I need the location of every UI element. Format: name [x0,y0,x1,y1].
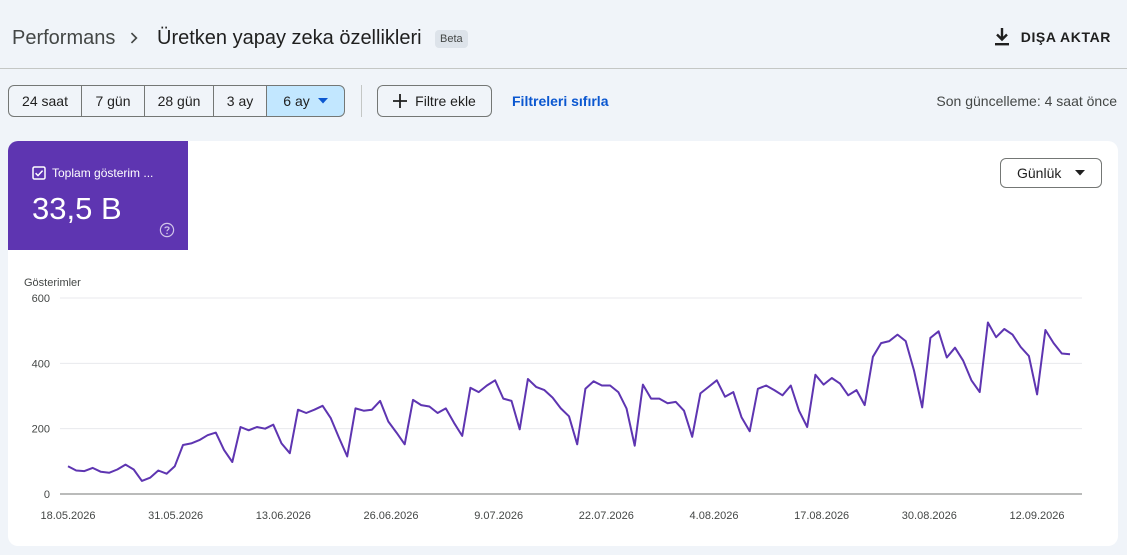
x-tick-label: 31.05.2026 [148,510,203,522]
caret-down-icon [1075,170,1086,176]
reset-filters-link[interactable]: Filtreleri sıfırla [512,93,609,109]
metric-total-impressions[interactable]: Toplam gösterim ... 33,5 B [8,141,188,250]
caret-down-icon [317,98,328,104]
x-tick-label: 4.08.2026 [690,510,739,522]
range-3m-button[interactable]: 3 ay [213,85,267,117]
last-update-text: Son güncelleme: 4 saat önce [936,93,1117,109]
range-label: 24 saat [22,93,68,109]
range-label: 6 ay [283,93,310,109]
x-tick-label: 30.08.2026 [902,510,957,522]
add-filter-button[interactable]: Filtre ekle [377,85,492,117]
range-label: 7 gün [95,93,131,109]
x-tick-label: 22.07.2026 [579,510,634,522]
page-header: Performans Üretken yapay zeka özellikler… [0,0,1127,69]
y-tick-label: 0 [44,489,50,501]
beta-badge: Beta [435,30,468,48]
y-tick-label: 400 [32,358,50,370]
breadcrumb-performance[interactable]: Performans [12,27,116,49]
granularity-value: Günlük [1017,165,1062,181]
metric-label: Toplam gösterim ... [52,166,154,180]
granularity-select[interactable]: Günlük [1000,158,1102,188]
range-28d-button[interactable]: 28 gün [144,85,214,117]
y-axis-title: Gösterimler [24,277,81,289]
page-title: Üretken yapay zeka özellikleri [157,27,422,49]
y-tick-label: 200 [32,424,50,436]
help-icon[interactable] [159,222,175,238]
range-24h-button[interactable]: 24 saat [8,85,82,117]
y-tick-label: 600 [32,293,50,305]
x-tick-label: 26.06.2026 [363,510,418,522]
metric-value: 33,5 B [32,191,122,226]
checkbox-checked-icon[interactable] [32,166,46,180]
plus-icon [393,94,408,108]
x-tick-label: 18.05.2026 [40,510,95,522]
impressions-chart: Gösterimler 0 200 400 600 18.05.2026 31.05.202… [24,277,1082,522]
x-tick-label: 12.09.2026 [1009,510,1064,522]
performance-card: Toplam gösterim ... 33,5 B Günlük Göster… [8,141,1118,546]
date-range-group: 24 saat 7 gün 28 gün 3 ay 6 ay [8,85,345,117]
range-7d-button[interactable]: 7 gün [81,85,145,117]
toolbar-divider [361,85,362,117]
x-tick-label: 17.08.2026 [794,510,849,522]
range-6m-button[interactable]: 6 ay [266,85,345,117]
x-tick-label: 9.07.2026 [474,510,523,522]
x-tick-label: 13.06.2026 [256,510,311,522]
download-icon [994,28,1009,46]
range-label: 28 gün [157,93,201,109]
range-label: 3 ay [226,93,254,109]
impressions-series-line[interactable] [67,321,1071,482]
export-button[interactable]: DIŞA AKTAR [993,26,1111,48]
chevron-right-icon [130,32,138,44]
add-filter-label: Filtre ekle [415,93,476,109]
export-label: DIŞA AKTAR [1020,29,1111,45]
